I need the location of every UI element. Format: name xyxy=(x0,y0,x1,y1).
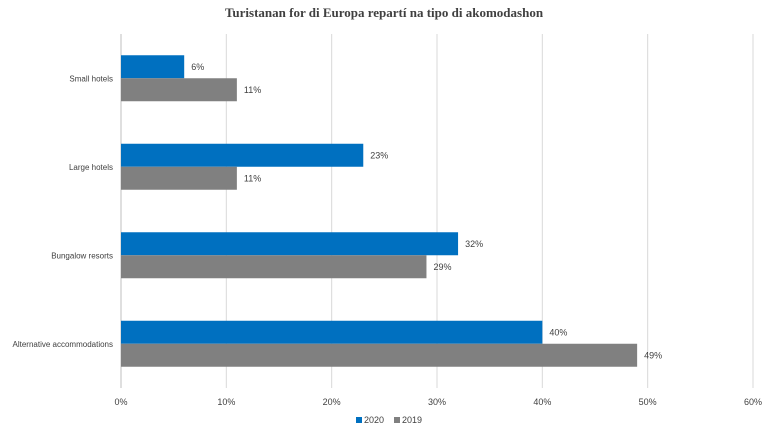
x-tick-label: 40% xyxy=(533,397,551,407)
data-label: 49% xyxy=(644,350,662,360)
bars: 6% 11% 23% 11% 32% 29% 40% 49% xyxy=(121,55,662,367)
legend-label: 2019 xyxy=(402,415,422,425)
data-label: 6% xyxy=(191,62,204,72)
data-label: 11% xyxy=(244,85,261,95)
x-tick-label: 60% xyxy=(744,397,762,407)
bar-2019 xyxy=(121,255,427,279)
data-label: 40% xyxy=(549,327,567,337)
x-tick-label: 20% xyxy=(323,397,341,407)
data-label: 23% xyxy=(370,150,388,160)
x-tick-label: 0% xyxy=(114,397,127,407)
legend-swatch xyxy=(394,417,400,423)
legend: 2020 2019 xyxy=(356,415,422,425)
category-label: Small hotels xyxy=(69,74,113,83)
bar-2019 xyxy=(121,343,638,367)
category-label: Bungalow resorts xyxy=(51,251,113,260)
bar-2020 xyxy=(121,55,185,79)
data-label: 11% xyxy=(244,173,261,183)
legend-swatch xyxy=(356,417,362,423)
bar-2020 xyxy=(121,143,364,167)
data-label: 32% xyxy=(465,239,483,249)
data-label: 29% xyxy=(433,262,451,272)
legend-label: 2020 xyxy=(364,415,384,425)
bar-2019 xyxy=(121,78,237,102)
category-labels: Small hotels Large hotels Bungalow resorts… xyxy=(13,74,114,349)
bar-2020 xyxy=(121,320,543,344)
bar-2019 xyxy=(121,166,237,190)
x-tick-label: 30% xyxy=(428,397,446,407)
x-axis-ticks: 0% 10% 20% 30% 40% 50% 60% xyxy=(114,397,762,407)
bar-2020 xyxy=(121,232,459,256)
chart-title: Turistanan for di Europa repartí na tipo… xyxy=(225,5,544,20)
category-label: Alternative accommodations xyxy=(13,340,114,349)
x-tick-label: 10% xyxy=(217,397,235,407)
category-label: Large hotels xyxy=(69,163,113,172)
x-tick-label: 50% xyxy=(639,397,657,407)
